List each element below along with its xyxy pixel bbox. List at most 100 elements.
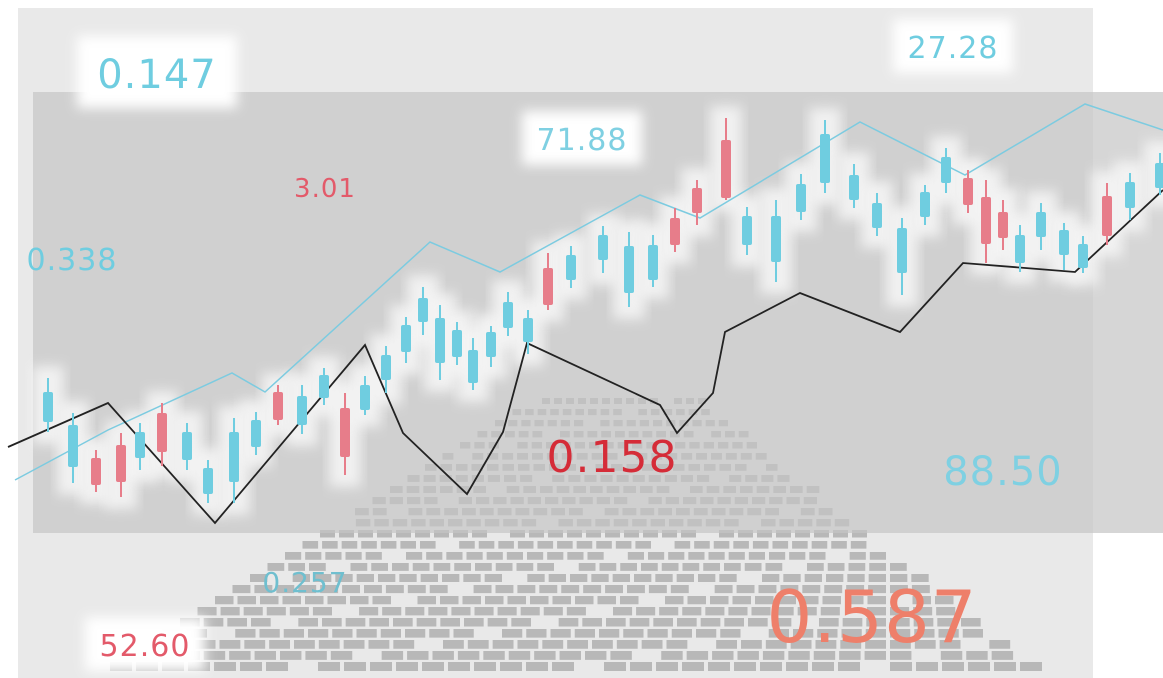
tile bbox=[824, 585, 843, 594]
tile bbox=[827, 563, 845, 571]
tile bbox=[686, 651, 709, 660]
tile bbox=[682, 563, 700, 571]
tile bbox=[341, 541, 358, 549]
tile bbox=[451, 607, 471, 616]
tile bbox=[412, 563, 430, 571]
tile bbox=[869, 563, 886, 571]
tile bbox=[755, 596, 774, 605]
tile bbox=[254, 651, 276, 660]
tile bbox=[214, 662, 236, 671]
tile bbox=[762, 574, 780, 582]
tile bbox=[251, 618, 271, 627]
tile bbox=[415, 530, 430, 538]
tile bbox=[343, 640, 365, 649]
tile bbox=[630, 662, 652, 671]
tile bbox=[703, 563, 720, 571]
tile bbox=[380, 541, 397, 549]
candle-body bbox=[648, 245, 658, 280]
tile bbox=[583, 585, 602, 594]
tile bbox=[641, 640, 663, 649]
tile bbox=[613, 607, 633, 616]
tile bbox=[643, 530, 658, 538]
tile bbox=[288, 563, 305, 571]
tile bbox=[732, 596, 751, 605]
candle-body bbox=[251, 420, 261, 447]
tile bbox=[777, 596, 796, 605]
tile bbox=[751, 607, 771, 616]
tile bbox=[377, 530, 392, 538]
candle-body bbox=[897, 228, 907, 273]
tile bbox=[396, 662, 418, 671]
tile bbox=[744, 563, 762, 571]
tile bbox=[356, 629, 377, 638]
tile bbox=[289, 607, 309, 616]
candle-body bbox=[468, 350, 478, 383]
tile bbox=[636, 607, 656, 616]
tile bbox=[285, 552, 302, 560]
tile bbox=[687, 596, 706, 605]
tile bbox=[641, 563, 658, 571]
tile bbox=[420, 574, 438, 582]
tile bbox=[495, 585, 514, 594]
tile bbox=[417, 596, 436, 605]
value-label: 0.147 bbox=[97, 52, 217, 98]
tile bbox=[440, 618, 460, 627]
tile bbox=[586, 530, 601, 538]
candle-body bbox=[452, 330, 462, 357]
tile bbox=[194, 640, 216, 649]
tile bbox=[459, 541, 475, 549]
tile bbox=[783, 574, 801, 582]
tile bbox=[442, 574, 460, 582]
tile bbox=[527, 552, 544, 560]
tile bbox=[510, 530, 525, 538]
tile bbox=[517, 541, 534, 549]
tile bbox=[385, 585, 404, 594]
tile bbox=[748, 552, 765, 560]
tile bbox=[911, 585, 930, 594]
tile bbox=[539, 585, 558, 594]
tile bbox=[869, 552, 886, 560]
tile bbox=[585, 651, 607, 660]
labels: 0.147 27.28 71.88 3.01 0.338 0.158 88.50 0.257 5… bbox=[27, 31, 1062, 664]
tile bbox=[845, 596, 864, 605]
tile bbox=[318, 640, 340, 649]
tile bbox=[266, 607, 286, 616]
tile bbox=[557, 541, 573, 549]
tile bbox=[653, 618, 673, 627]
tile bbox=[405, 607, 425, 616]
tile bbox=[542, 640, 564, 649]
tile bbox=[762, 651, 785, 660]
tile bbox=[623, 629, 644, 638]
tile bbox=[627, 552, 644, 560]
tile bbox=[283, 629, 304, 638]
tile bbox=[400, 541, 416, 549]
tile bbox=[802, 585, 821, 594]
tile bbox=[406, 552, 423, 560]
candle-body bbox=[381, 355, 391, 380]
tile bbox=[676, 574, 694, 582]
tile bbox=[567, 530, 582, 538]
candle-body bbox=[523, 318, 533, 342]
candle-body bbox=[1036, 212, 1046, 237]
tile bbox=[620, 596, 639, 605]
tile bbox=[368, 640, 390, 649]
candle-body bbox=[297, 396, 307, 425]
tile bbox=[381, 651, 404, 660]
candle-body bbox=[116, 445, 126, 482]
label-glow bbox=[77, 36, 237, 108]
tile bbox=[682, 607, 702, 616]
tile bbox=[890, 585, 908, 594]
tile bbox=[364, 585, 382, 594]
tile bbox=[592, 640, 613, 649]
tile bbox=[473, 585, 492, 594]
tile bbox=[648, 585, 667, 594]
tile bbox=[350, 563, 368, 571]
tile bbox=[453, 629, 474, 638]
value-label: 71.88 bbox=[537, 123, 628, 158]
tile bbox=[485, 596, 504, 605]
tile bbox=[517, 585, 536, 594]
candle-body bbox=[503, 302, 513, 328]
tile bbox=[371, 563, 388, 571]
